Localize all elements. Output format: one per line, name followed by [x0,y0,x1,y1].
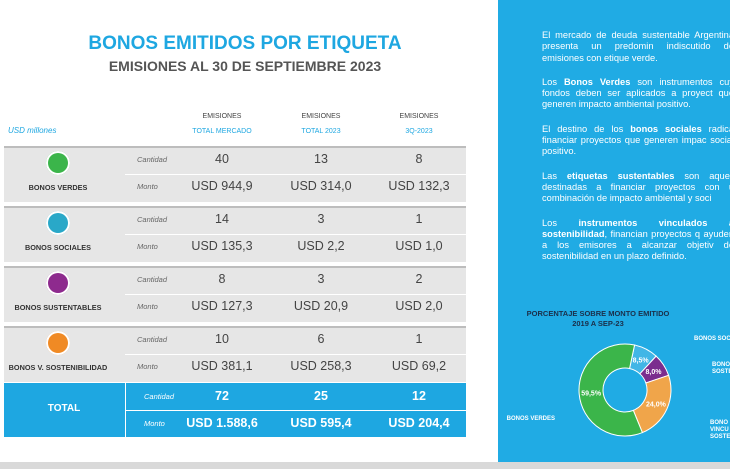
count: 8 [415,152,423,166]
value-label: 59,5% [581,391,602,398]
amount: USD 314,0 [290,179,352,193]
count: 14 [215,212,229,226]
bold-text: etiquetas sustentables [566,170,675,181]
measure-label: Monto [137,302,158,311]
amount: USD 258,3 [290,359,352,373]
paragraphs: El mercado de deuda sustentable Argentin… [542,30,730,276]
column-header: EMISIONES [301,113,341,120]
row-label: BONOS V. SOSTENIBILIDAD [8,363,108,372]
total-label: TOTAL [47,403,81,414]
count: 1 [415,212,423,226]
text: radica financiar proyectos que generen i… [542,123,730,157]
text: son aquell destinadas a financiar proyec… [542,170,730,204]
amount: USD 127,3 [191,299,253,313]
text: son instrumentos cuy fondos deben ser ap… [542,76,730,110]
icon [46,211,70,235]
slice [578,343,644,437]
column-header: EMISIONES [202,113,242,120]
row-sep [125,234,466,235]
row-label: BONOS VERDES [28,183,88,192]
unit: USD millones [8,126,57,135]
icon [46,331,70,355]
total-count: 25 [314,389,328,403]
measure-label: Monto [144,419,165,428]
bold-text: Bonos Verdes [563,76,631,87]
count: 2 [415,272,423,286]
measure-label: Cantidad [137,275,168,284]
row-label: BONOS SUSTENTABLES [14,303,102,312]
measure-label: Cantidad [137,335,168,344]
title: BONOS EMITIDOS POR ETIQUETA [88,33,402,54]
amount: USD 944,9 [191,179,253,193]
value-label: 8,5% [633,357,650,364]
text: , financian proyectos q ayuden a los emi… [542,228,730,262]
category-label: BONOS VERDES [507,416,555,422]
count: 13 [314,152,328,166]
donut-chart: PORCENTAJE SOBRE MONTO EMITIDO 2019 A SEP… [507,309,730,440]
count: 3 [317,272,325,286]
category-label: BONO VINCU SOSTE [710,420,730,440]
total-amount: USD 595,4 [290,416,352,430]
total-count: 72 [215,389,229,403]
row-sep [125,174,466,175]
value-label: 24,0% [646,402,667,409]
paragraph: Las etiquetas sustentables son aquell de… [542,171,730,205]
icon [46,271,70,295]
column-header: EMISIONES [399,113,439,120]
paragraph: Los Bonos Verdes son instrumentos cuy fo… [542,77,730,111]
count: 40 [215,152,229,166]
bold-text: bonos sociales [630,123,702,134]
row-sep [125,354,466,355]
count: 10 [215,332,229,346]
count: 6 [317,332,325,346]
amount: USD 69,2 [391,359,447,373]
amount: USD 381,1 [191,359,253,373]
text: El destino de los [542,123,631,134]
subtitle: EMISIONES AL 30 DE SEPTIEMBRE 2023 [108,58,382,74]
amount: USD 135,3 [191,239,253,253]
paragraph: El destino de los bonos sociales radica … [542,124,730,158]
bold-text: instrumentos vinculados a sostenibilidad [542,217,730,239]
total-count: 12 [412,389,426,403]
value-label: 8,0% [646,369,663,376]
row-label: BONOS SOCIALES [24,243,92,252]
total-hline [125,410,466,411]
amount: USD 132,3 [388,179,450,193]
column-header: TOTAL 2023 [301,128,341,135]
text: El mercado de deuda sustentable Argentin… [542,30,730,63]
chart-title: PORCENTAJE SOBRE MONTO EMITIDO 2019 A SEP… [527,309,670,328]
count: 1 [415,332,423,346]
text: Los [542,217,579,228]
sidebar: El mercado de deuda sustentable Argentin… [498,0,730,462]
icon [46,151,70,175]
text: Las [542,170,567,181]
total-amount: USD 1.588,6 [186,416,258,430]
column-header: TOTAL MERCADO [192,128,252,135]
paragraph: El mercado de deuda sustentable Argentin… [542,30,730,64]
amount: USD 2,2 [297,239,345,253]
category-label: BONOS SOC [694,336,730,342]
amount: USD 20,9 [293,299,349,313]
row-sep [125,294,466,295]
column-header: 3Q-2023 [405,128,433,135]
paragraph: Los instrumentos vinculados a sostenibil… [542,218,730,263]
amount: USD 1,0 [395,239,443,253]
measure-label: Monto [137,182,158,191]
measure-label: Cantidad [144,392,175,401]
category-label: BONOSOSTE [712,362,730,375]
count: 3 [317,212,325,226]
amount: USD 2,0 [395,299,443,313]
total-amount: USD 204,4 [388,416,450,430]
text: Los [542,76,564,87]
measure-label: Cantidad [137,155,168,164]
measure-label: Monto [137,242,158,251]
bottom-bar [0,462,730,469]
measure-label: Cantidad [137,215,168,224]
measure-label: Monto [137,362,158,371]
count: 8 [218,272,226,286]
